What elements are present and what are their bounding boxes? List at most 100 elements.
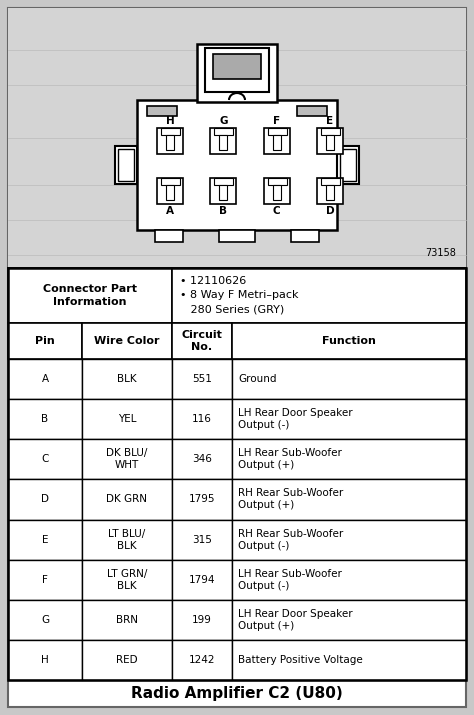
Bar	[172, 479, 232, 520]
Bar	[219, 230, 255, 242]
Text: Wire Color: Wire Color	[94, 336, 160, 346]
Bar	[232, 600, 466, 640]
Text: F: F	[42, 575, 48, 585]
Text: 1794: 1794	[189, 575, 215, 585]
Text: E: E	[42, 535, 48, 545]
Bar	[264, 128, 290, 154]
Bar	[273, 135, 281, 150]
Text: • 12110626
• 8 Way F Metri–pack
   280 Series (GRY): • 12110626 • 8 Way F Metri–pack 280 Seri…	[180, 277, 299, 315]
Bar	[321, 178, 340, 185]
Text: 199: 199	[192, 615, 212, 625]
Text: Function: Function	[322, 336, 376, 346]
Text: Radio Amplifier C2 (U80): Radio Amplifier C2 (U80)	[131, 686, 343, 701]
Text: 73158: 73158	[425, 248, 456, 258]
Bar	[82, 560, 172, 600]
Bar	[8, 268, 466, 680]
Bar	[172, 268, 466, 323]
Bar	[8, 268, 172, 323]
Bar	[8, 640, 82, 680]
Bar	[232, 359, 466, 399]
Bar	[137, 100, 337, 230]
Bar	[232, 640, 466, 680]
Bar	[210, 128, 237, 154]
Text: LH Rear Door Speaker
Output (+): LH Rear Door Speaker Output (+)	[238, 608, 353, 631]
Bar	[8, 8, 466, 268]
Bar	[213, 54, 261, 79]
Text: RH Rear Sub-Woofer
Output (-): RH Rear Sub-Woofer Output (-)	[238, 528, 343, 551]
Bar	[8, 359, 82, 399]
Text: D: D	[326, 206, 334, 216]
Bar	[166, 135, 174, 150]
Bar	[268, 128, 287, 135]
Bar	[157, 178, 183, 204]
Bar	[157, 128, 183, 154]
Bar	[8, 560, 82, 600]
Bar	[161, 128, 180, 135]
Bar	[82, 323, 172, 359]
Bar	[268, 178, 287, 185]
Text: 346: 346	[192, 454, 212, 464]
Bar	[172, 640, 232, 680]
Bar	[8, 600, 82, 640]
Text: 315: 315	[192, 535, 212, 545]
Bar	[219, 135, 228, 150]
Bar	[172, 359, 232, 399]
Bar	[172, 560, 232, 600]
Text: A: A	[41, 374, 48, 384]
Bar	[297, 106, 327, 116]
Bar	[82, 600, 172, 640]
Text: G: G	[219, 116, 228, 126]
Bar	[82, 479, 172, 520]
Bar	[115, 146, 137, 184]
Text: DK BLU/
WHT: DK BLU/ WHT	[106, 448, 148, 470]
Bar	[291, 230, 319, 242]
Bar	[172, 323, 232, 359]
Text: LT GRN/
BLK: LT GRN/ BLK	[107, 568, 147, 591]
Bar	[8, 323, 82, 359]
Bar	[197, 44, 277, 102]
Text: 1795: 1795	[189, 495, 215, 505]
Text: BLK: BLK	[117, 374, 137, 384]
Bar	[147, 106, 177, 116]
Bar	[326, 135, 334, 150]
Text: RH Rear Sub-Woofer
Output (+): RH Rear Sub-Woofer Output (+)	[238, 488, 343, 511]
Bar	[82, 359, 172, 399]
Text: LH Rear Sub-Woofer
Output (-): LH Rear Sub-Woofer Output (-)	[238, 568, 342, 591]
Bar	[172, 439, 232, 479]
Text: 1242: 1242	[189, 655, 215, 665]
Text: F: F	[273, 116, 280, 126]
Bar	[214, 128, 233, 135]
Text: Circuit
No.: Circuit No.	[182, 330, 222, 352]
Text: Pin: Pin	[35, 336, 55, 346]
Bar	[340, 149, 356, 181]
Bar	[205, 48, 269, 92]
Bar	[166, 185, 174, 200]
Text: YEL: YEL	[118, 414, 136, 424]
Bar	[273, 185, 281, 200]
Bar	[232, 560, 466, 600]
Text: LH Rear Door Speaker
Output (-): LH Rear Door Speaker Output (-)	[238, 408, 353, 430]
Bar	[232, 479, 466, 520]
Bar	[337, 146, 359, 184]
Text: Ground: Ground	[238, 374, 276, 384]
Text: LT BLU/
BLK: LT BLU/ BLK	[109, 528, 146, 551]
Bar	[232, 399, 466, 439]
Bar	[232, 520, 466, 560]
Bar	[8, 520, 82, 560]
Text: G: G	[41, 615, 49, 625]
Text: D: D	[41, 495, 49, 505]
Text: 116: 116	[192, 414, 212, 424]
Text: DK GRN: DK GRN	[107, 495, 147, 505]
Bar	[118, 149, 134, 181]
Bar	[8, 479, 82, 520]
Text: C: C	[41, 454, 49, 464]
Bar	[172, 399, 232, 439]
Bar	[82, 439, 172, 479]
Bar	[8, 439, 82, 479]
Bar	[232, 323, 466, 359]
Text: LH Rear Sub-Woofer
Output (+): LH Rear Sub-Woofer Output (+)	[238, 448, 342, 470]
Text: C: C	[273, 206, 281, 216]
Bar	[214, 178, 233, 185]
Bar	[232, 439, 466, 479]
Bar	[172, 520, 232, 560]
